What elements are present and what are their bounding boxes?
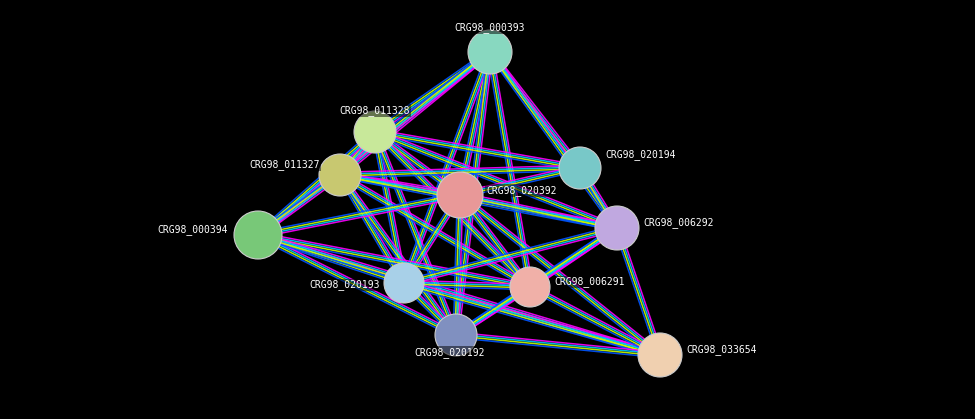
Text: CRG98_033654: CRG98_033654 <box>686 344 757 355</box>
Text: CRG98_020193: CRG98_020193 <box>309 279 380 290</box>
Text: CRG98_000393: CRG98_000393 <box>454 22 526 33</box>
Circle shape <box>595 206 639 250</box>
Text: CRG98_011328: CRG98_011328 <box>339 105 410 116</box>
Circle shape <box>384 263 424 303</box>
Circle shape <box>559 147 601 189</box>
Text: CRG98_020192: CRG98_020192 <box>414 347 486 358</box>
Circle shape <box>435 314 477 356</box>
Circle shape <box>437 172 483 218</box>
Circle shape <box>234 211 282 259</box>
Circle shape <box>510 267 550 307</box>
Text: CRG98_000394: CRG98_000394 <box>158 225 228 235</box>
Text: CRG98_020194: CRG98_020194 <box>605 150 676 160</box>
Text: CRG98_011327: CRG98_011327 <box>250 160 320 171</box>
Circle shape <box>354 111 396 153</box>
Text: CRG98_020392: CRG98_020392 <box>486 185 557 196</box>
Circle shape <box>468 30 512 74</box>
Circle shape <box>319 154 361 196</box>
Circle shape <box>638 333 682 377</box>
Text: CRG98_006292: CRG98_006292 <box>643 217 714 228</box>
Text: CRG98_006291: CRG98_006291 <box>554 277 625 287</box>
